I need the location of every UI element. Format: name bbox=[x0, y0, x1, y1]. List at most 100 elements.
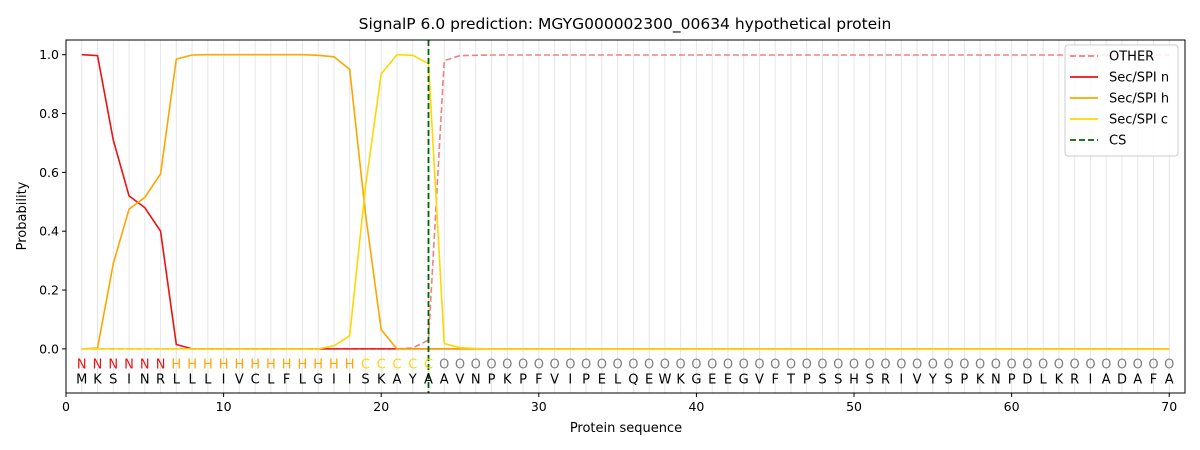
residue-label: I bbox=[899, 372, 903, 387]
y-tick-label: 0.4 bbox=[39, 224, 59, 239]
region-label: O bbox=[1148, 358, 1158, 373]
residue-label: K bbox=[503, 372, 512, 387]
x-tick-label: 20 bbox=[373, 399, 389, 414]
y-tick-label: 0.2 bbox=[39, 283, 59, 298]
residue-label: W bbox=[658, 372, 671, 387]
legend-box bbox=[1064, 44, 1179, 157]
region-label: O bbox=[817, 358, 827, 373]
residue-label: H bbox=[849, 372, 859, 387]
legend-label: CS bbox=[1109, 134, 1126, 149]
residue-label: L bbox=[173, 372, 181, 387]
region-label: O bbox=[833, 358, 843, 373]
residue-label: Y bbox=[408, 372, 417, 387]
residue-label: L bbox=[204, 372, 212, 387]
residue-label: I bbox=[332, 372, 336, 387]
region-label: O bbox=[628, 358, 638, 373]
residue-label: P bbox=[1008, 372, 1016, 387]
legend: OTHER Sec/SPI n Sec/SPI h Sec/SPI c CS bbox=[1064, 44, 1179, 157]
residue-label: R bbox=[881, 372, 890, 387]
residue-label: I bbox=[1089, 372, 1093, 387]
residue-label: A bbox=[1102, 372, 1111, 387]
region-label: O bbox=[597, 358, 607, 373]
region-label: O bbox=[754, 358, 764, 373]
residue-label: L bbox=[188, 372, 196, 387]
x-tick-label: 10 bbox=[216, 399, 232, 414]
region-label: O bbox=[471, 358, 481, 373]
region-label: O bbox=[613, 358, 623, 373]
residue-label: V bbox=[550, 372, 559, 387]
region-label: N bbox=[156, 358, 166, 373]
region-label: O bbox=[644, 358, 654, 373]
x-tick-label: 60 bbox=[1004, 399, 1020, 414]
legend-label: Sec/SPI c bbox=[1109, 113, 1168, 128]
region-label: H bbox=[345, 358, 355, 373]
series-lines bbox=[81, 40, 1170, 393]
region-label: O bbox=[534, 358, 544, 373]
region-label: O bbox=[1164, 358, 1174, 373]
residue-label: Q bbox=[628, 372, 638, 387]
residue-label: S bbox=[818, 372, 826, 387]
residue-label: A bbox=[393, 372, 402, 387]
legend-label: OTHER bbox=[1109, 50, 1154, 65]
region-label: O bbox=[959, 358, 969, 373]
y-tick-label: 0.6 bbox=[39, 165, 59, 180]
residue-label: E bbox=[708, 372, 716, 387]
region-label: N bbox=[124, 358, 134, 373]
residue-label: A bbox=[1133, 372, 1142, 387]
residue-label: E bbox=[598, 372, 606, 387]
region-label: O bbox=[1007, 358, 1017, 373]
axes: 0 10 20 30 40 50 60 70 0.0 0.2 0.4 0.6 0.8 1.0 bbox=[39, 47, 1177, 414]
residue-label: F bbox=[283, 372, 290, 387]
region-label: O bbox=[880, 358, 890, 373]
residue-label: N bbox=[140, 372, 150, 387]
residue-label: S bbox=[944, 372, 952, 387]
region-label: O bbox=[455, 358, 465, 373]
residue-label: M bbox=[76, 372, 87, 387]
residue-label: L bbox=[614, 372, 622, 387]
region-label: N bbox=[93, 358, 103, 373]
region-label: O bbox=[912, 358, 922, 373]
residue-label: L bbox=[299, 372, 307, 387]
region-label: O bbox=[439, 358, 449, 373]
region-label: C bbox=[377, 358, 386, 373]
region-label: O bbox=[1038, 358, 1048, 373]
region-label: O bbox=[502, 358, 512, 373]
x-tick-label: 0 bbox=[62, 399, 70, 414]
region-label: O bbox=[991, 358, 1001, 373]
region-label: O bbox=[896, 358, 906, 373]
region-label: O bbox=[549, 358, 559, 373]
x-tick-label: 30 bbox=[531, 399, 547, 414]
residue-label: E bbox=[645, 372, 653, 387]
residue-label: D bbox=[1022, 372, 1032, 387]
region-label: H bbox=[282, 358, 292, 373]
region-label: H bbox=[234, 358, 244, 373]
plot-frame bbox=[65, 39, 1186, 394]
residue-label: V bbox=[456, 372, 465, 387]
region-label: C bbox=[361, 358, 370, 373]
residue-label: D bbox=[1117, 372, 1127, 387]
residue-label: P bbox=[803, 372, 811, 387]
region-label: N bbox=[77, 358, 87, 373]
residue-label: A bbox=[440, 372, 449, 387]
region-label: O bbox=[723, 358, 733, 373]
y-tick-label: 1.0 bbox=[39, 47, 59, 62]
residue-label: K bbox=[676, 372, 685, 387]
residue-label: S bbox=[834, 372, 842, 387]
region-label: O bbox=[660, 358, 670, 373]
residue-label: R bbox=[156, 372, 165, 387]
residue-label: F bbox=[771, 372, 778, 387]
y-tick-label: 0.0 bbox=[39, 341, 59, 356]
region-label: H bbox=[298, 358, 308, 373]
grid-lines bbox=[81, 40, 1170, 393]
residue-label: P bbox=[519, 372, 527, 387]
residue-label: S bbox=[361, 372, 369, 387]
region-label: O bbox=[707, 358, 717, 373]
residue-label: V bbox=[755, 372, 764, 387]
residue-label: Y bbox=[928, 372, 937, 387]
residue-label: V bbox=[913, 372, 922, 387]
region-label: O bbox=[770, 358, 780, 373]
region-label: O bbox=[1133, 358, 1143, 373]
y-axis-label: Probability bbox=[15, 181, 30, 250]
legend-label: Sec/SPI n bbox=[1109, 71, 1169, 86]
region-label: N bbox=[140, 358, 150, 373]
